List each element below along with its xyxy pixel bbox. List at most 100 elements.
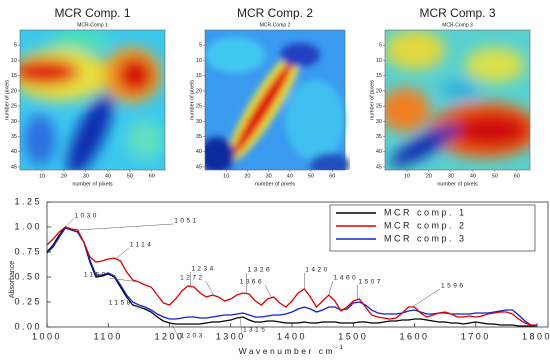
- y-axis-label: Absorbance: [9, 261, 16, 298]
- legend-label: MCR comp. 3: [384, 233, 467, 243]
- annotation-label: 1272: [180, 275, 204, 282]
- annotation-leader: [108, 277, 139, 283]
- y-tick-label: 1.25: [14, 196, 42, 206]
- annotation-label: 1460: [334, 275, 358, 282]
- y-tick-label: 45: [376, 164, 382, 170]
- y-tick-label: 40: [11, 149, 17, 155]
- x-tick-label: 60: [149, 173, 155, 179]
- x-tick-label: 1800: [522, 331, 550, 341]
- series-line: [46, 226, 537, 326]
- legend-label: MCR comp. 2: [384, 220, 467, 230]
- y-tick-label: 30: [196, 119, 202, 125]
- x-tick-label: 40: [470, 173, 476, 179]
- y-tick-label: 15: [196, 73, 202, 79]
- x-tick-label: 1600: [399, 331, 429, 341]
- x-tick-label: 10: [39, 173, 45, 179]
- x-tick-label: 10: [223, 173, 229, 179]
- y-tick-label: 20: [196, 88, 202, 94]
- annotation-label: 1114: [130, 242, 154, 249]
- y-tick-label: 25: [11, 104, 17, 110]
- x-tick-label: 50: [492, 173, 498, 179]
- x-tick-label: 1700: [461, 331, 491, 341]
- plot-frame: [384, 29, 531, 171]
- y-tick-label: 45: [11, 164, 17, 170]
- x-tick-label: 50: [308, 173, 314, 179]
- annotation-leader: [205, 280, 214, 296]
- x-tick-label: 20: [61, 173, 67, 179]
- y-tick-label: 25: [376, 104, 382, 110]
- annotation-leader: [116, 247, 129, 259]
- y-tick-label: 0.00: [14, 321, 42, 331]
- x-tick-label: 1200: [154, 331, 184, 341]
- x-tick-label: 1500: [338, 331, 368, 341]
- annotation-label: 1203: [180, 333, 204, 340]
- x-axis-label: Wavenumber cm-1: [239, 345, 346, 357]
- chart-title: MCR Comp. 2: [237, 6, 313, 20]
- heatmap-image: [385, 30, 530, 170]
- chart-subtitle: MCR-Comp 2: [260, 22, 291, 28]
- y-tick-label: 5: [14, 43, 17, 49]
- annotation-label: 1315: [243, 327, 267, 334]
- y-tick-label: 20: [11, 88, 17, 94]
- x-axis-label-text: Wavenumber cm: [239, 346, 335, 356]
- x-tick-label: 1000: [32, 331, 62, 341]
- annotation-label: 1234: [191, 266, 215, 273]
- plot-frame: [19, 29, 166, 171]
- annotation-label: 1420: [305, 267, 329, 274]
- y-tick-label: 10: [196, 58, 202, 64]
- x-tick-label: 20: [244, 173, 250, 179]
- chart-subtitle: MCR-Comp 3: [442, 22, 473, 28]
- annotation-leader: [171, 322, 180, 340]
- x-tick-label: 1300: [216, 331, 246, 341]
- y-tick-label: 1.00: [14, 221, 42, 231]
- annotation-leader: [239, 316, 243, 334]
- x-tick-label: 60: [514, 173, 520, 179]
- annotation-label: 1051: [174, 218, 198, 225]
- y-tick-label: 5: [379, 43, 382, 49]
- annotation-label: 1366: [240, 279, 264, 286]
- y-tick-label: 35: [376, 134, 382, 140]
- y-tick-label: 5: [199, 43, 202, 49]
- y-tick-label: 0.50: [14, 271, 42, 281]
- x-tick-label: 1100: [94, 331, 123, 341]
- series-line: [46, 227, 538, 327]
- annotation-leader: [328, 280, 333, 296]
- annotation-label: 1507: [359, 279, 383, 286]
- annotation-label: 1030: [74, 213, 98, 220]
- y-axis-label: number of pixels: [189, 80, 195, 121]
- y-tick-label: 45: [196, 164, 202, 170]
- x-tick-label: 40: [105, 173, 111, 179]
- y-tick-label: 15: [11, 73, 17, 79]
- y-tick-label: 30: [376, 119, 382, 125]
- y-tick-label: 35: [196, 134, 202, 140]
- x-tick-label: 60: [329, 173, 335, 179]
- annotation-label: 1150: [84, 272, 108, 279]
- x-tick-label: 20: [426, 173, 432, 179]
- x-axis-label-sup: -1: [335, 345, 345, 351]
- annotation-leader: [264, 284, 272, 298]
- chart-title: MCR Comp. 1: [54, 6, 130, 20]
- annotation-label: 1326: [248, 267, 272, 274]
- annotation-leader: [65, 218, 74, 228]
- x-axis-label: number of pixels: [437, 181, 478, 187]
- y-tick-label: 25: [196, 104, 202, 110]
- x-axis-label: number of pixels: [255, 181, 296, 187]
- x-axis-label: number of pixels: [72, 181, 113, 187]
- y-tick-label: 40: [376, 149, 382, 155]
- plot-frame: [46, 201, 549, 328]
- x-tick-label: 30: [266, 173, 272, 179]
- x-tick-label: 50: [127, 173, 133, 179]
- annotation-leader: [78, 223, 174, 231]
- y-tick-label: 20: [376, 88, 382, 94]
- heatmap-image: [205, 30, 350, 170]
- y-tick-label: 40: [196, 149, 202, 155]
- y-tick-label: 35: [11, 134, 17, 140]
- y-axis-label: number of pixels: [369, 80, 375, 121]
- x-tick-label: 30: [448, 173, 454, 179]
- y-tick-label: 0.75: [14, 246, 42, 256]
- x-tick-label: 1400: [277, 331, 307, 341]
- y-tick-label: 10: [376, 58, 382, 64]
- annotation-leader: [411, 288, 441, 308]
- annotation-label: 1158: [109, 300, 133, 307]
